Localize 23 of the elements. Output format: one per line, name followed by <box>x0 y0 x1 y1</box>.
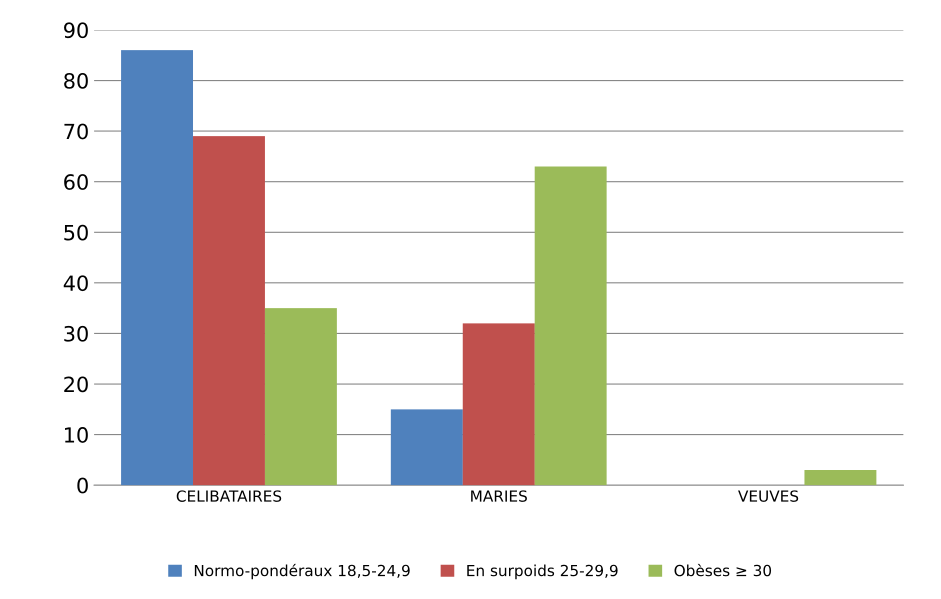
bar <box>462 323 535 486</box>
x-tick-label: CELIBATAIRES <box>176 490 282 502</box>
legend-label: Normo-pondéraux 18,5-24,9 <box>194 564 410 580</box>
y-tick-label: 0 <box>77 478 88 494</box>
y-tick-label: 80 <box>64 72 88 89</box>
y-tick-label: 10 <box>65 427 88 443</box>
legend-label: Obèses ≥ 30 <box>674 564 772 576</box>
bar <box>121 50 194 486</box>
y-tick-label: 20 <box>64 376 88 392</box>
bar <box>390 409 463 486</box>
y-tick-label: 50 <box>64 224 88 240</box>
y-tick-label: 60 <box>64 174 88 190</box>
bar <box>534 166 607 486</box>
y-tick-label: 90 <box>64 22 88 38</box>
bar <box>193 136 265 486</box>
y-tick-label: 70 <box>64 124 88 140</box>
bar <box>264 308 337 486</box>
legend-label: En surpoids 25-29,9 <box>467 564 618 580</box>
x-tick-label: MARIES <box>471 490 527 502</box>
y-tick-label: 30 <box>64 326 88 342</box>
bar <box>804 470 876 486</box>
y-tick-label: 40 <box>64 275 88 292</box>
x-tick-label: VEUVES <box>738 490 798 502</box>
